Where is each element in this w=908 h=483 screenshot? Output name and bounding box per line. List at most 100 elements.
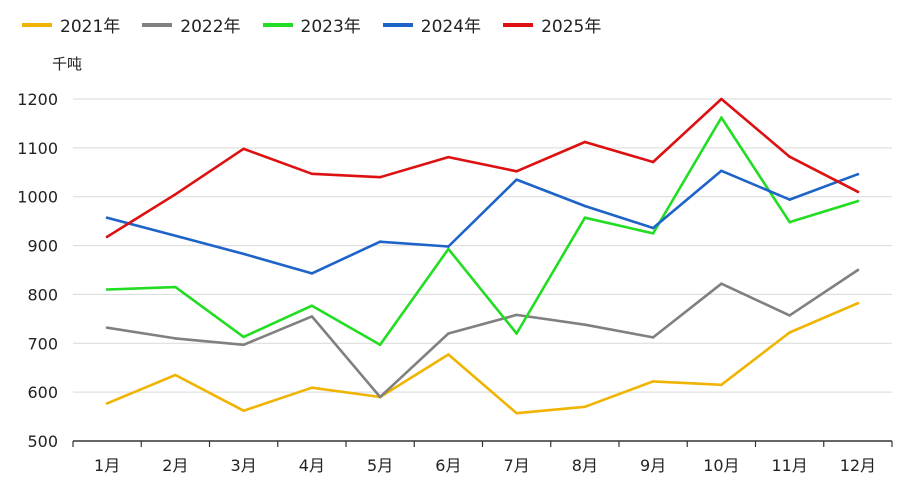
y-tick-label: 1000 <box>17 188 58 207</box>
legend-item[interactable]: 2023年 <box>262 12 361 37</box>
data-point-2024年-9月 <box>651 226 655 230</box>
data-point-2024年-6月 <box>447 245 450 248</box>
legend-item[interactable]: 2021年 <box>22 12 120 37</box>
x-tick-label: 4月 <box>299 456 325 475</box>
data-point-2022年-4月 <box>310 315 314 318</box>
y-unit-label: 千吨 <box>52 55 82 73</box>
data-point-2022年-9月 <box>651 336 655 339</box>
data-point-2025年-8月 <box>583 140 587 144</box>
data-point-2022年-2月 <box>174 337 177 340</box>
data-point-2024年-4月 <box>310 272 314 275</box>
data-point-2023年-4月 <box>310 304 314 307</box>
data-point-2022年-3月 <box>242 343 245 347</box>
data-point-2022年-6月 <box>447 332 450 335</box>
data-point-2021年-2月 <box>174 373 177 377</box>
legend-item[interactable]: 2025年 <box>503 12 601 37</box>
y-tick-label: 1100 <box>17 139 58 158</box>
data-point-2025年-10月 <box>720 97 723 101</box>
y-tick-label: 500 <box>27 432 58 451</box>
x-tick-label: 5月 <box>367 456 393 475</box>
series-line-2023年 <box>105 116 860 347</box>
data-point-2022年-12月 <box>856 268 860 272</box>
data-point-2023年-7月 <box>515 332 518 335</box>
data-point-2023年-5月 <box>378 343 382 347</box>
legend-label: 2024年 <box>420 17 482 37</box>
x-tick-label: 2月 <box>162 456 188 475</box>
data-point-2025年-5月 <box>378 175 382 179</box>
y-tick-label: 1200 <box>17 90 58 109</box>
legend-label: 2023年 <box>300 17 361 37</box>
x-tick-label: 1月 <box>94 456 120 475</box>
data-point-2021年-8月 <box>583 405 587 409</box>
data-point-2025年-12月 <box>856 190 860 194</box>
series-line-2022年 <box>105 268 860 399</box>
data-point-2023年-12月 <box>856 199 860 203</box>
data-point-2025年-9月 <box>651 160 655 164</box>
legend-item[interactable]: 2022年 <box>142 12 241 37</box>
series-line-2021年 <box>105 301 860 415</box>
data-point-2022年-8月 <box>583 323 587 327</box>
legend-label: 2022年 <box>180 17 241 37</box>
data-point-2025年-7月 <box>515 170 518 173</box>
legend-label: 2021年 <box>60 17 121 37</box>
data-point-2021年-6月 <box>447 353 450 356</box>
data-point-2022年-1月 <box>105 326 109 329</box>
data-point-2023年-1月 <box>105 288 109 291</box>
data-point-2023年-3月 <box>242 335 245 339</box>
x-tick-label: 3月 <box>231 456 257 475</box>
legend-swatch <box>382 22 413 27</box>
series-line-2025年 <box>105 97 860 239</box>
legend-swatch <box>262 22 293 27</box>
data-point-2023年-9月 <box>651 232 655 235</box>
data-point-2022年-11月 <box>788 314 791 317</box>
x-tick-label: 12月 <box>840 456 876 475</box>
data-point-2022年-5月 <box>378 395 382 399</box>
data-point-2025年-4月 <box>310 172 314 176</box>
data-point-2025年-11月 <box>788 155 791 158</box>
data-point-2021年-11月 <box>788 331 791 334</box>
data-point-2025年-3月 <box>242 147 245 151</box>
x-tick-label: 6月 <box>435 456 461 475</box>
series-line-2024年 <box>105 169 860 275</box>
y-tick-label: 900 <box>27 237 58 256</box>
data-point-2023年-6月 <box>447 247 450 251</box>
data-point-2021年-4月 <box>310 386 314 390</box>
data-point-2021年-12月 <box>856 301 860 305</box>
data-point-2023年-2月 <box>174 285 177 289</box>
data-point-2024年-7月 <box>515 178 518 181</box>
x-tick-label: 10月 <box>703 456 739 475</box>
legend-swatch <box>503 22 534 27</box>
data-point-2024年-3月 <box>242 252 245 256</box>
data-point-2021年-1月 <box>105 402 109 405</box>
data-point-2021年-3月 <box>242 409 245 413</box>
legend-label: 2025年 <box>541 17 602 37</box>
x-tick-label: 11月 <box>771 456 807 475</box>
data-point-2024年-5月 <box>378 240 382 243</box>
legend-swatch <box>142 22 173 27</box>
data-point-2023年-8月 <box>583 216 587 220</box>
data-point-2023年-10月 <box>720 116 723 119</box>
data-point-2021年-9月 <box>651 380 655 383</box>
data-point-2025年-6月 <box>447 155 450 159</box>
data-point-2021年-10月 <box>720 383 723 387</box>
y-tick-label: 700 <box>27 334 58 353</box>
data-point-2022年-7月 <box>515 313 518 317</box>
data-point-2022年-10月 <box>720 282 723 285</box>
data-point-2021年-7月 <box>515 411 518 415</box>
x-tick-label: 9月 <box>640 456 666 475</box>
data-point-2024年-11月 <box>788 198 791 201</box>
legend-item[interactable]: 2024年 <box>382 12 482 37</box>
data-point-2025年-2月 <box>174 192 177 196</box>
data-point-2025年-1月 <box>105 235 109 239</box>
data-point-2023年-11月 <box>788 220 791 224</box>
data-point-2024年-2月 <box>174 234 177 238</box>
legend-swatch <box>22 22 52 27</box>
data-point-2024年-12月 <box>856 172 860 176</box>
legend: 2021年 2022年 2023年 2024年 2025年 <box>22 12 601 37</box>
y-tick-label: 600 <box>27 383 58 402</box>
data-point-2024年-1月 <box>105 216 109 220</box>
y-tick-label: 800 <box>27 285 58 304</box>
data-point-2024年-8月 <box>583 204 587 208</box>
